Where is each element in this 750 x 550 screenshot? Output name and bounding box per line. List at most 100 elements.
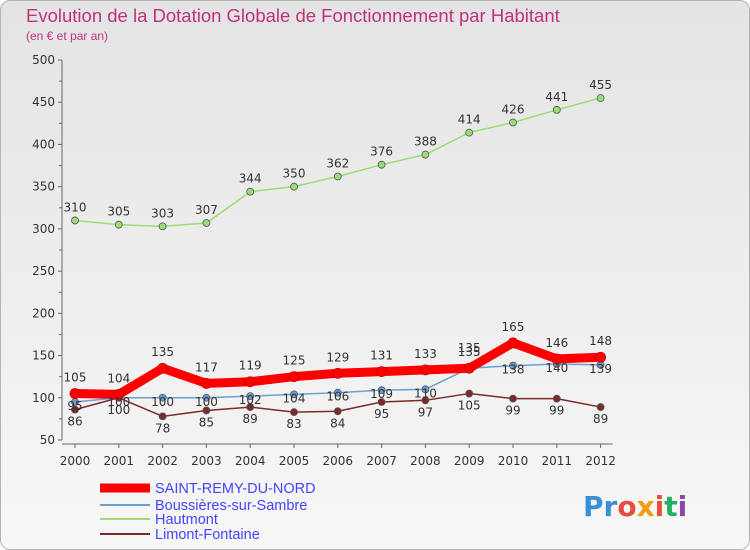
data-point-saint-remy-du-nord <box>157 362 169 374</box>
data-label-saint-remy-du-nord: 104 <box>107 371 130 385</box>
y-tick-label: 450 <box>32 95 55 109</box>
data-point-saint-remy-du-nord <box>332 367 344 379</box>
y-tick-label: 400 <box>32 137 55 151</box>
data-label-hautmont: 303 <box>151 206 174 220</box>
x-tick-label: 2004 <box>235 454 266 468</box>
data-point-boussieres-sur-sambre <box>290 390 298 399</box>
data-point-saint-remy-du-nord <box>376 366 388 378</box>
data-label-boussieres-sur-sambre: 95 <box>67 399 82 413</box>
data-point-limont-fontaine <box>421 396 430 405</box>
x-tick-label: 2003 <box>191 454 222 468</box>
chart-subtitle: (en € et par an) <box>26 29 108 43</box>
data-label-hautmont: 388 <box>414 135 437 149</box>
data-label-limont-fontaine: 105 <box>458 399 481 413</box>
data-point-hautmont <box>596 94 605 102</box>
data-label-boussieres-sur-sambre: 139 <box>589 362 612 376</box>
data-point-hautmont <box>509 118 517 127</box>
data-label-boussieres-sur-sambre: 104 <box>283 391 306 405</box>
data-point-saint-remy-du-nord <box>595 351 606 363</box>
data-label-saint-remy-du-nord: 105 <box>64 371 87 385</box>
data-label-hautmont: 441 <box>545 90 568 104</box>
data-label-hautmont: 310 <box>64 200 87 214</box>
data-point-limont-fontaine <box>465 389 474 398</box>
series-group <box>69 94 606 421</box>
data-label-limont-fontaine: 99 <box>505 404 520 418</box>
data-point-saint-remy-du-nord <box>200 378 212 389</box>
x-tick-label: 2008 <box>410 454 441 468</box>
data-point-limont-fontaine <box>377 398 386 406</box>
data-label-hautmont: 455 <box>589 78 612 92</box>
data-label-hautmont: 344 <box>239 172 262 186</box>
data-label-hautmont: 376 <box>370 145 393 159</box>
y-tick-label: 200 <box>32 306 55 320</box>
data-label-limont-fontaine: 84 <box>330 416 345 430</box>
x-tick-label: 2007 <box>366 454 397 468</box>
data-point-saint-remy-du-nord <box>419 364 431 376</box>
data-point-saint-remy-du-nord <box>288 371 300 383</box>
data-label-hautmont: 362 <box>326 157 349 171</box>
data-point-saint-remy-du-nord <box>551 353 563 365</box>
chart-title: Evolution de la Dotation Globale de Fonc… <box>26 5 560 26</box>
data-label-boussieres-sur-sambre: 100 <box>151 395 174 409</box>
x-tick-label: 2001 <box>104 454 135 468</box>
data-point-hautmont <box>71 216 79 225</box>
y-tick-label: 500 <box>32 53 55 67</box>
data-label-limont-fontaine: 89 <box>593 412 608 426</box>
data-point-limont-fontaine <box>158 412 167 421</box>
data-labels: 105 104 135 117 119 125 129 131 133 135 165 146 148 9… <box>64 78 613 435</box>
x-tick-label: 2010 <box>498 454 529 468</box>
data-point-limont-fontaine <box>333 407 342 416</box>
data-point-hautmont <box>377 160 386 169</box>
y-tick-label: 100 <box>32 391 55 405</box>
data-label-boussieres-sur-sambre: 135 <box>458 341 481 355</box>
data-label-limont-fontaine: 97 <box>418 405 433 419</box>
data-point-hautmont <box>202 219 211 227</box>
data-point-saint-remy-du-nord <box>113 388 125 400</box>
data-label-hautmont: 350 <box>283 167 306 181</box>
data-label-saint-remy-du-nord: 146 <box>545 336 568 350</box>
data-point-boussieres-sur-sambre <box>246 392 255 400</box>
data-point-limont-fontaine <box>71 405 79 414</box>
data-label-hautmont: 307 <box>195 203 218 217</box>
logo-letter: x <box>637 490 655 523</box>
legend-label-saint-remy-du-nord: SAINT-REMY-DU-NORD <box>155 481 316 497</box>
y-tick-label: 150 <box>32 349 55 363</box>
data-point-limont-fontaine <box>202 406 211 415</box>
data-label-limont-fontaine: 100 <box>107 403 130 417</box>
data-point-hautmont <box>333 172 342 181</box>
legend-label-hautmont: Hautmont <box>155 512 218 528</box>
data-point-boussieres-sur-sambre <box>509 361 517 370</box>
data-point-hautmont <box>246 187 255 196</box>
data-label-saint-remy-du-nord: 148 <box>589 334 612 348</box>
logo-letter: P <box>583 490 604 523</box>
data-label-limont-fontaine: 85 <box>199 415 214 429</box>
data-label-saint-remy-du-nord: 131 <box>370 349 393 363</box>
data-label-saint-remy-du-nord: 125 <box>283 354 306 368</box>
y-tick-label: 350 <box>32 180 55 194</box>
y-tick-label: 50 <box>40 433 55 447</box>
legend-label-boussieres-sur-sambre: Boussières-sur-Sambre <box>155 498 307 514</box>
data-point-boussieres-sur-sambre <box>333 388 342 397</box>
data-point-boussieres-sur-sambre <box>202 393 211 402</box>
data-point-hautmont <box>290 182 298 191</box>
x-tick-label: 2000 <box>60 454 91 468</box>
axes: 50 100 150 200 250 300 350 400 450 500 2000 2001 200… <box>32 53 616 468</box>
data-point-saint-remy-du-nord <box>69 388 81 399</box>
data-label-saint-remy-du-nord: 133 <box>414 347 437 361</box>
data-point-boussieres-sur-sambre <box>158 393 167 402</box>
x-tick-label: 2011 <box>542 454 573 468</box>
data-label-saint-remy-du-nord: 135 <box>458 345 481 359</box>
data-label-hautmont: 426 <box>502 102 525 116</box>
data-label-boussieres-sur-sambre: 106 <box>326 390 349 404</box>
data-point-limont-fontaine <box>246 403 255 411</box>
x-tick-label: 2005 <box>279 454 310 468</box>
data-label-saint-remy-du-nord: 119 <box>239 359 262 373</box>
data-label-hautmont: 305 <box>107 205 130 219</box>
data-point-limont-fontaine <box>290 408 298 417</box>
logo-letter: o <box>617 490 636 523</box>
y-tick-label: 250 <box>32 264 55 278</box>
data-label-boussieres-sur-sambre: 100 <box>195 395 218 409</box>
legend-label-limont-fontaine: Limont-Fontaine <box>155 527 260 543</box>
data-point-boussieres-sur-sambre <box>377 386 386 395</box>
